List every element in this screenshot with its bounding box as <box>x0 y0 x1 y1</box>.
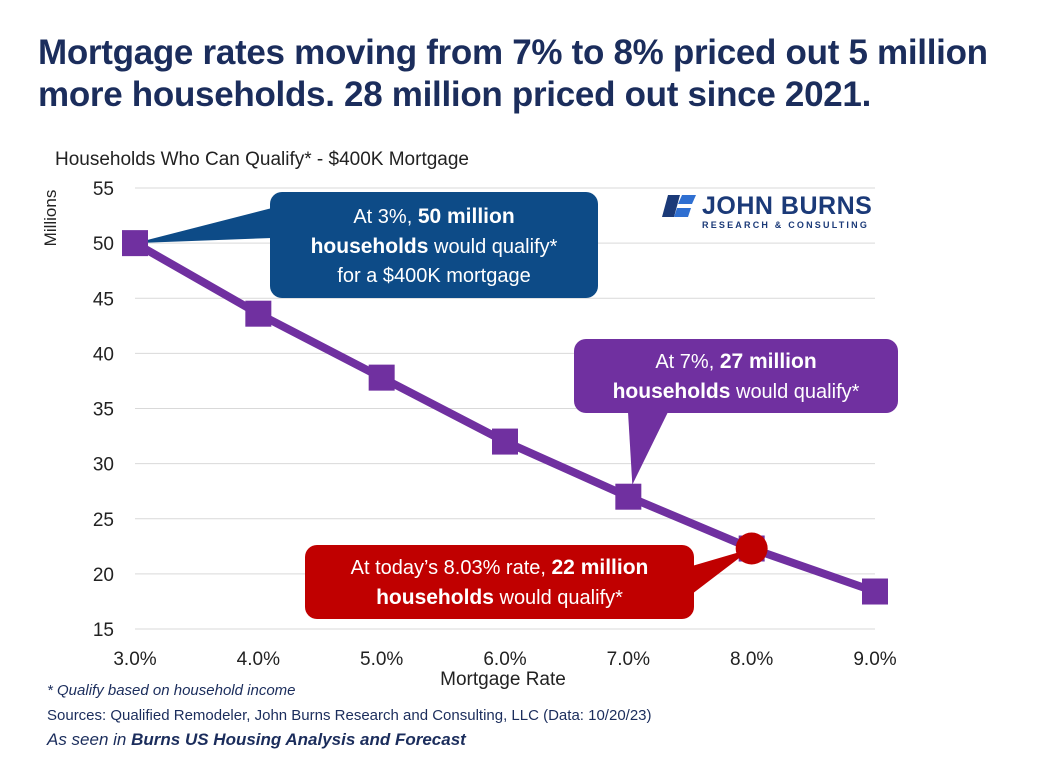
current-rate-marker <box>735 532 768 565</box>
callout-rate-3: At 3%, 50 million households would quali… <box>270 192 598 298</box>
y-tick-label: 45 <box>93 289 114 310</box>
data-point-marker <box>368 364 395 391</box>
x-axis-label: Mortgage Rate <box>440 669 566 690</box>
callout-rate-8-bold2: households <box>376 586 494 609</box>
callout-rate-3-post: would qualify* <box>428 236 558 258</box>
x-tick-label: 4.0% <box>237 649 280 670</box>
callout-rate-3-pre: At 3%, <box>353 206 418 228</box>
callout-rate-3-bold: 50 million <box>417 205 515 228</box>
callout-rate-7-post: would qualify* <box>730 381 860 403</box>
headline: Mortgage rates moving from 7% to 8% pric… <box>38 32 1048 116</box>
footnote-sources: Sources: Qualified Remodeler, John Burns… <box>47 707 652 724</box>
callout-rate-7-pointer <box>628 412 668 485</box>
x-tick-label: 7.0% <box>607 649 650 670</box>
logo-mark-icon <box>662 195 696 217</box>
headline-line-2: more households. 28 million priced out s… <box>38 75 872 114</box>
x-tick-label: 9.0% <box>853 649 896 670</box>
callout-rate-8-bold: 22 million <box>551 556 649 579</box>
headline-line-1: Mortgage rates moving from 7% to 8% pric… <box>38 33 988 72</box>
callout-rate-7: At 7%, 27 million households would quali… <box>574 339 898 413</box>
callout-rate-8-pre: At today’s 8.03% rate, <box>350 557 552 579</box>
data-point-marker <box>862 578 888 605</box>
data-point-marker <box>245 300 272 327</box>
chart-labels: Households Who Can Qualify* - $400K Mort… <box>41 149 566 690</box>
axes: 15 20 25 30 35 40 45 50 55 3.0% 4.0% 5.0% 6.0% 7.0% 8.… <box>93 179 897 670</box>
callout-rate-3-pointer <box>135 208 272 244</box>
callout-rate-3-bold2: households <box>310 235 429 258</box>
y-tick-label: 50 <box>93 234 114 255</box>
series <box>122 230 888 605</box>
y-tick-label: 20 <box>93 565 114 586</box>
y-tick-label: 15 <box>93 620 114 641</box>
y-tick-label: 35 <box>93 400 114 421</box>
footnote-seen-publication: Burns US Housing Analysis and Forecast <box>131 730 466 749</box>
callout-rate-7-pre: At 7%, <box>655 351 720 373</box>
logo-name: JOHN BURNS <box>702 192 873 220</box>
footnote-qualify: * Qualify based on household income <box>47 682 296 699</box>
callout-rate-8: At today’s 8.03% rate, 22 million househ… <box>305 545 694 619</box>
callout-pointers <box>135 208 752 594</box>
data-point-marker <box>615 483 642 510</box>
y-tick-label: 55 <box>93 179 114 200</box>
x-tick-label: 6.0% <box>483 649 526 670</box>
x-tick-label: 3.0% <box>113 649 156 670</box>
y-tick-label: 30 <box>93 455 114 476</box>
x-tick-label: 5.0% <box>360 649 403 670</box>
footnote-seen-in: As seen in Burns US Housing Analysis and… <box>47 730 466 750</box>
callout-rate-7-bold: 27 million <box>719 350 817 373</box>
callout-rate-8-post: would qualify* <box>493 587 623 609</box>
data-point-marker <box>492 428 518 455</box>
data-point-marker <box>122 230 148 257</box>
y-tick-label: 40 <box>93 344 114 365</box>
callout-rate-7-bold2: households <box>612 380 731 403</box>
callout-rate-3-line3: for a $400K mortgage <box>337 265 531 287</box>
chart-title: Households Who Can Qualify* - $400K Mort… <box>55 149 469 170</box>
footnote-seen-prefix: As seen in <box>47 730 132 749</box>
logo-tagline: RESEARCH & CONSULTING <box>702 220 870 230</box>
x-tick-label: 8.0% <box>730 649 773 670</box>
callout-rate-8-pointer <box>692 548 752 594</box>
y-axis-label: Millions <box>41 190 60 247</box>
y-tick-label: 25 <box>93 510 114 531</box>
